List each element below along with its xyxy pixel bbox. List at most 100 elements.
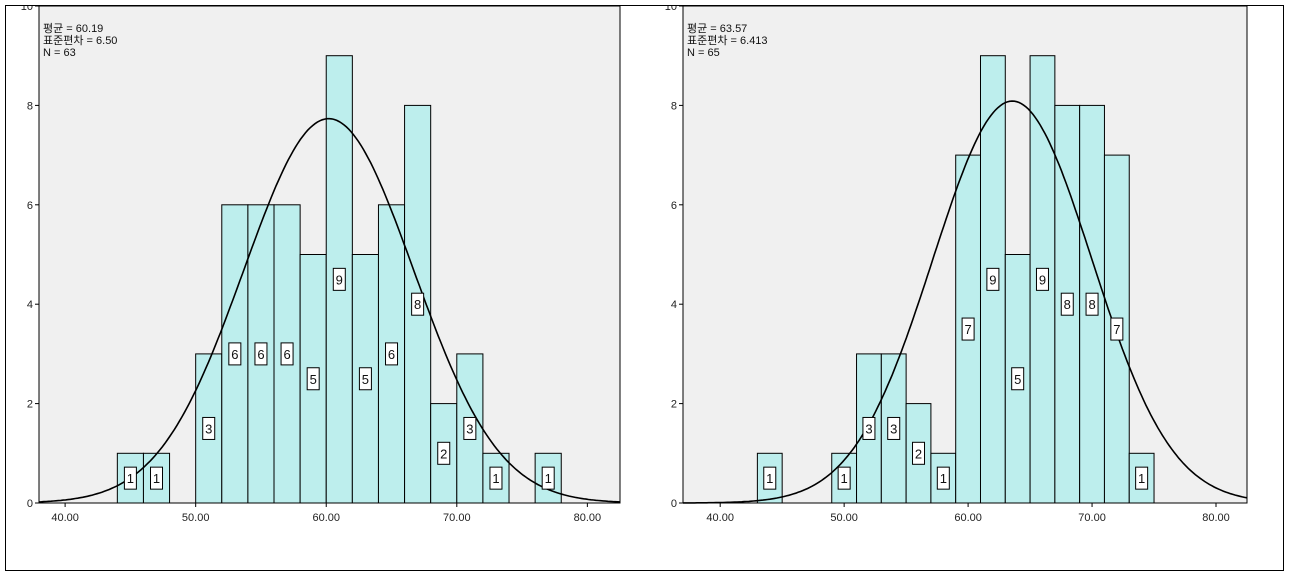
bar-count-box <box>936 466 950 490</box>
bar-count-label: 3 <box>862 416 876 440</box>
figure-frame: 1 1 3 6 6 6 5 9 5 6 8 2 3 1 1 0 2 4 6 8 10 40.00 50.00 60.00 70.… <box>5 5 1284 571</box>
bar-count-text: 1 <box>545 471 552 486</box>
x-tick-label: 70.00 <box>1078 512 1106 524</box>
x-tick-label: 80.00 <box>1202 512 1230 524</box>
y-tick-label: 2 <box>671 399 677 411</box>
bar-count-text: 7 <box>1113 322 1120 337</box>
bar-count-box <box>358 367 372 391</box>
bar-count-labels: 1 1 3 6 6 6 5 9 5 6 8 2 3 1 1 <box>123 267 555 490</box>
bar-count-text: 6 <box>388 347 395 362</box>
bar-count-text: 2 <box>915 446 922 461</box>
bar-count-text: 5 <box>1014 372 1021 387</box>
bar-count-box <box>332 267 346 291</box>
x-axis: 40.00 50.00 60.00 70.00 80.00 <box>706 503 1230 524</box>
bar-count-label: 8 <box>1085 292 1099 316</box>
y-tick-label: 8 <box>671 100 677 112</box>
bar-count-box <box>123 466 137 490</box>
y-tick-label: 6 <box>671 200 677 212</box>
bar-count-box <box>202 416 216 440</box>
y-tick-label: 0 <box>27 498 33 510</box>
bar-count-text: 1 <box>766 471 773 486</box>
bar-count-box <box>887 416 901 440</box>
bar-count-text: 7 <box>964 322 971 337</box>
bar-count-label: 5 <box>306 367 320 391</box>
bar-count-label: 1 <box>150 466 164 490</box>
stats-mean-label: 평균 = 60.19 <box>43 22 103 35</box>
bar-count-box <box>437 441 451 465</box>
bar-count-label: 7 <box>1110 317 1124 341</box>
bar-count-label: 1 <box>541 466 555 490</box>
bar-count-label: 5 <box>1011 367 1025 391</box>
bar-count-label: 7 <box>961 317 975 341</box>
bar-count-text: 3 <box>466 421 473 436</box>
bar-count-box <box>1011 367 1025 391</box>
bar-count-box <box>1135 466 1149 490</box>
bar-count-label: 9 <box>986 267 1000 291</box>
bar-count-text: 1 <box>1138 471 1145 486</box>
bar-count-box <box>862 416 876 440</box>
bar-count-text: 8 <box>414 297 421 312</box>
bar-count-label: 1 <box>123 466 137 490</box>
bar-count-label: 6 <box>280 342 294 366</box>
bar-count-label: 1 <box>837 466 851 490</box>
stats-mean-label: 평균 = 63.57 <box>687 22 747 35</box>
bar-count-label: 3 <box>463 416 477 440</box>
y-tick-label: 6 <box>27 200 33 212</box>
bar-count-label: 2 <box>912 441 926 465</box>
bar-count-text: 8 <box>1088 297 1095 312</box>
bar-count-box <box>150 466 164 490</box>
bar-count-text: 8 <box>1064 297 1071 312</box>
x-tick-label: 80.00 <box>574 512 602 524</box>
x-tick-label: 40.00 <box>706 512 734 524</box>
y-axis: 0 2 4 6 8 10 <box>665 6 683 510</box>
x-tick-label: 60.00 <box>954 512 982 524</box>
y-tick-label: 4 <box>27 299 33 311</box>
bar-count-text: 6 <box>231 347 238 362</box>
x-tick-label: 50.00 <box>830 512 858 524</box>
bar-count-box <box>306 367 320 391</box>
y-tick-label: 10 <box>21 6 33 13</box>
x-tick-label: 60.00 <box>312 512 340 524</box>
y-tick-label: 4 <box>671 299 677 311</box>
bar-count-box <box>837 466 851 490</box>
bar-count-text: 6 <box>283 347 290 362</box>
bar-count-box <box>1110 317 1124 341</box>
x-tick-label: 70.00 <box>443 512 471 524</box>
y-tick-label: 2 <box>27 399 33 411</box>
bar-count-text: 9 <box>989 272 996 287</box>
stats-n-label: N = 63 <box>43 47 76 59</box>
y-tick-label: 8 <box>27 100 33 112</box>
bar-count-label: 6 <box>254 342 268 366</box>
bar-count-text: 9 <box>1039 272 1046 287</box>
bar-count-text: 3 <box>205 421 212 436</box>
bar-count-box <box>1060 292 1074 316</box>
bar-count-box <box>912 441 926 465</box>
bar-count-box <box>254 342 268 366</box>
bar-count-text: 1 <box>492 471 499 486</box>
bar-count-text: 2 <box>440 446 447 461</box>
bar-count-box <box>385 342 399 366</box>
y-axis: 0 2 4 6 8 10 <box>21 6 39 510</box>
bar-count-box <box>986 267 1000 291</box>
bar-count-text: 1 <box>127 471 134 486</box>
stats-sd-label: 표준편차 = 6.413 <box>687 34 768 47</box>
bar-count-label: 8 <box>1060 292 1074 316</box>
y-tick-label: 10 <box>665 6 677 13</box>
bar-count-box <box>763 466 777 490</box>
bar-count-box <box>1085 292 1099 316</box>
bar-count-label: 9 <box>1035 267 1049 291</box>
bar-count-box <box>961 317 975 341</box>
bar-count-box <box>463 416 477 440</box>
bar-count-box <box>1035 267 1049 291</box>
stats-n-label: N = 65 <box>687 47 720 59</box>
bar-count-label: 1 <box>1135 466 1149 490</box>
bar-count-box <box>541 466 555 490</box>
bar-count-label: 6 <box>385 342 399 366</box>
bar-count-label: 3 <box>887 416 901 440</box>
bar-count-text: 1 <box>940 471 947 486</box>
x-axis: 40.00 50.00 60.00 70.00 80.00 <box>51 503 601 524</box>
bar-count-label: 6 <box>228 342 242 366</box>
